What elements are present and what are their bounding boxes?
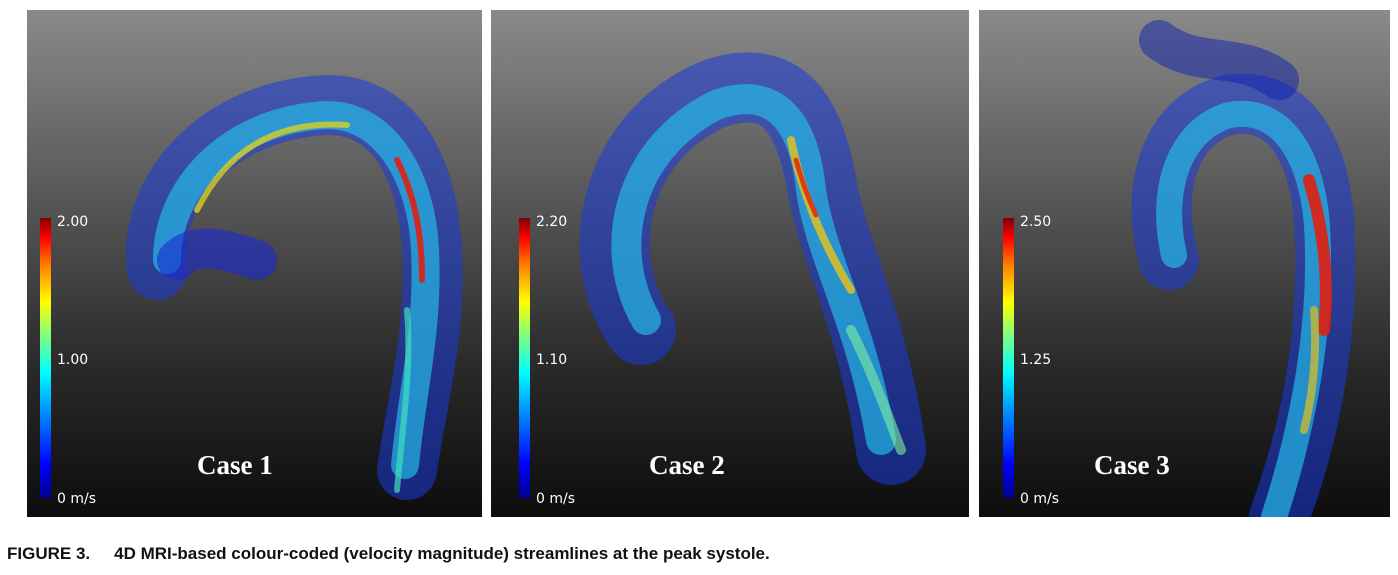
case-label: Case 1 [197,450,273,480]
figure-caption: FIGURE 3. 4D MRI-based colour-coded (velo… [7,544,770,564]
colorbar [519,218,530,498]
caption-text: 4D MRI-based colour-coded (velocity magn… [114,544,770,563]
colorbar-min-label: 0 m/s [1020,491,1060,507]
colorbar-min-label: 0 m/s [536,491,576,507]
colorbar-mid-label: 1.25 [1020,352,1052,368]
colorbar-max-label: 2.20 [536,214,568,230]
streamline-render-case-2 [579,52,926,485]
colorbar-mid-label: 1.10 [536,352,568,368]
colorbar-max-label: 2.50 [1020,214,1052,230]
panel-case-3: 2.50 1.25 0 m/s Case 3 [979,10,1390,517]
colorbar [40,218,51,498]
colorbar [1003,218,1014,498]
figure-number: FIGURE 3. [7,544,91,563]
colorbar-min-label: 0 m/s [57,491,97,507]
colorbar-max-label: 2.00 [57,214,89,230]
panel-case-1: 2.00 1.00 0 m/s Case 1 [27,10,482,517]
streamline-render-case-3 [1131,20,1356,517]
colorbar-mid-label: 1.00 [57,352,89,368]
streamline-render-case-1 [126,74,463,500]
case-label: Case 2 [649,450,725,480]
case-label: Case 3 [1094,450,1170,480]
panel-case-2: 2.20 1.10 0 m/s Case 2 [491,10,969,517]
